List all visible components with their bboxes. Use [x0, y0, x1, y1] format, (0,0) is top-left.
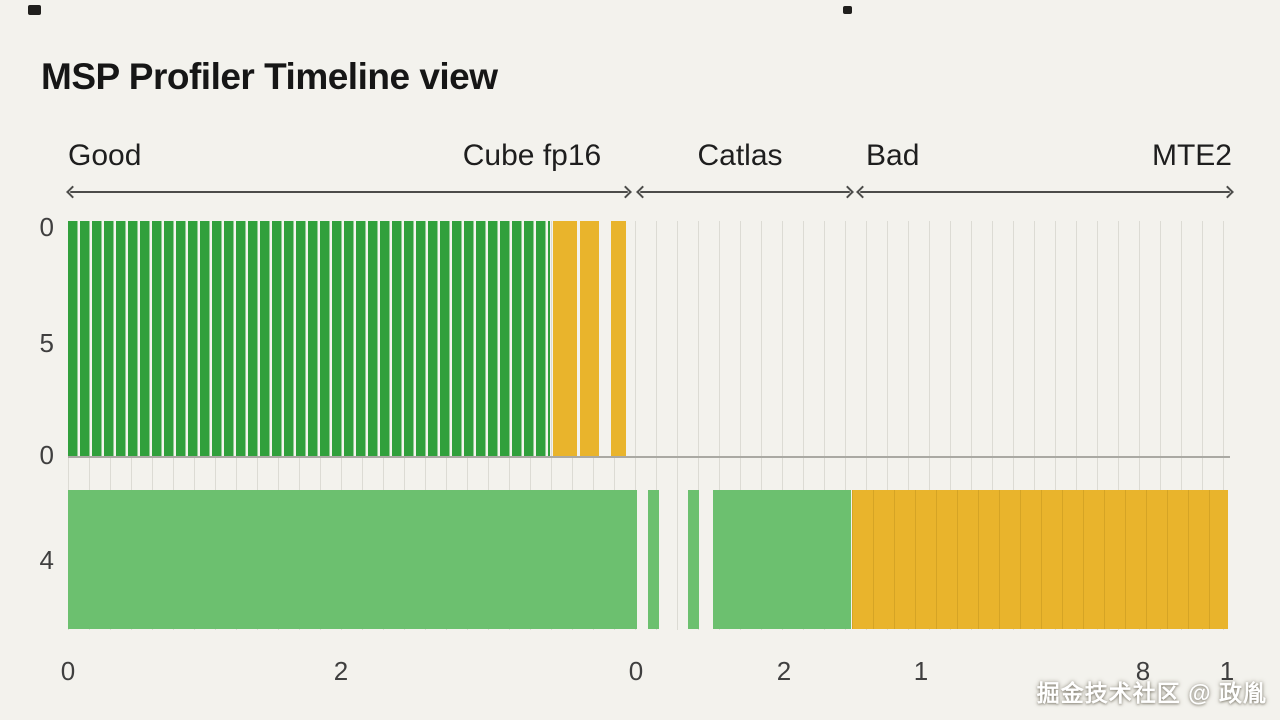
x-tick-label: 2	[776, 656, 792, 686]
range-arrow	[66, 184, 632, 200]
arrow-head-right-icon	[1221, 185, 1234, 199]
edge-artifact-mark-left	[28, 5, 41, 15]
track-divider-line	[68, 456, 1230, 458]
top-track-segment-yellow	[553, 221, 577, 456]
page-title: MSP Profiler Timeline view	[41, 56, 498, 97]
section-label-good: Good	[68, 139, 142, 172]
arrow-line	[70, 191, 628, 193]
range-arrow	[636, 184, 854, 200]
section-labels-row: Good Cube fp16 Catlas Bad MTE2	[0, 139, 1280, 177]
arrow-head-right-icon	[841, 185, 854, 199]
y-tick-label: 5	[39, 328, 54, 358]
arrow-line	[860, 191, 1230, 193]
x-tick-label: 0	[60, 656, 76, 686]
section-label-bad: Bad	[866, 139, 920, 172]
section-arrows-row	[0, 184, 1280, 200]
top-track-segment-yellow	[611, 221, 626, 456]
section-label-catlas: Catlas	[697, 139, 783, 172]
x-tick-label: 2	[333, 656, 349, 686]
x-tick-label: 0	[628, 656, 644, 686]
y-tick-label: 4	[39, 545, 54, 575]
y-tick-label: 0	[39, 212, 54, 242]
bottom-track-segment-green	[68, 490, 637, 629]
y-tick-label: 0	[39, 440, 54, 470]
bottom-track-segment-green	[688, 490, 699, 629]
section-label-mte2: MTE2	[1151, 139, 1232, 172]
bottom-track-segment-green	[713, 490, 851, 629]
top-track-segment-yellow	[580, 221, 599, 456]
arrow-line	[640, 191, 850, 193]
edge-artifact-mark-right	[843, 6, 852, 14]
top-track-segment-striped-green	[68, 221, 550, 456]
bottom-track-segment-yellow-grid	[852, 490, 1228, 629]
plot-area	[68, 221, 1230, 630]
section-label-cube-fp16: Cube fp16	[462, 139, 602, 172]
watermark: 掘金技术社区 @ 政胤	[1036, 680, 1267, 706]
bottom-track-segment-green	[648, 490, 659, 629]
arrow-head-right-icon	[619, 185, 632, 199]
range-arrow	[856, 184, 1234, 200]
x-tick-label: 1	[913, 656, 929, 686]
